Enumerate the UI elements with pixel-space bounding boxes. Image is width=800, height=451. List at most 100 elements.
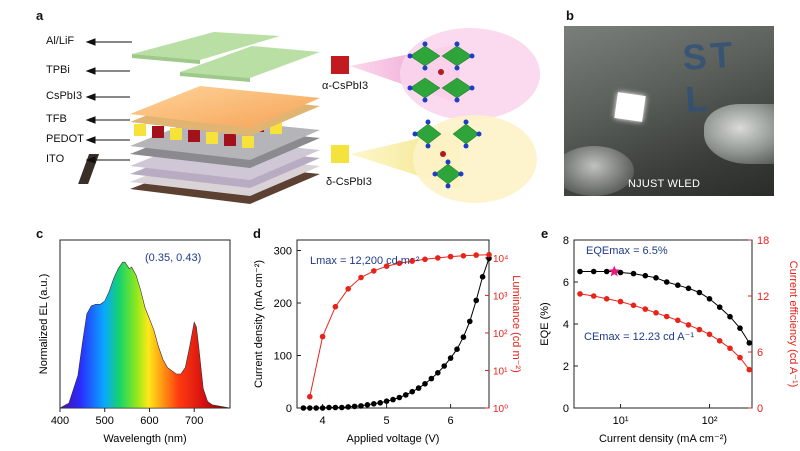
current-density-point xyxy=(428,375,435,382)
current-density-point xyxy=(415,385,422,391)
eqe-point xyxy=(642,272,649,279)
y2-axis-label: Current efficiency (cd A⁻¹) xyxy=(787,261,799,388)
ce-max-annotation: CEmax = 12.23 cd A⁻¹ xyxy=(584,331,694,343)
ce-point xyxy=(617,298,624,305)
current-density-line xyxy=(303,258,490,409)
eqe-point xyxy=(617,269,624,276)
foil-contact xyxy=(704,104,774,164)
plot-frame xyxy=(296,239,490,409)
ce-point xyxy=(653,310,659,316)
ce-point xyxy=(716,338,723,344)
eqe-point xyxy=(727,313,733,320)
device-stack-illustration xyxy=(78,28,540,204)
current-density-point xyxy=(313,405,319,411)
y2-tick-label: 6 xyxy=(757,347,763,359)
delta-crystal-structure xyxy=(412,119,482,189)
panel-d-letter: d xyxy=(253,226,261,241)
x-axis-label: Current density (mA cm⁻²) xyxy=(599,433,727,445)
ce-point xyxy=(663,313,670,320)
current-density-point xyxy=(422,381,428,387)
y-axis-label: Current density (mA cm⁻²) xyxy=(253,260,265,388)
luminance-point xyxy=(396,260,403,267)
eqe-max-annotation: EQEmax = 6.5% xyxy=(586,245,668,257)
current-density-point xyxy=(447,355,454,361)
ce-line xyxy=(579,293,750,371)
luminance-point xyxy=(422,256,428,263)
eqe-point xyxy=(653,275,659,281)
luminance-point xyxy=(332,303,339,310)
x-axis-label: Wavelength (nm) xyxy=(103,433,186,445)
layer-label-al-lif: Al/LiF xyxy=(46,35,75,47)
current-density-point xyxy=(377,400,383,406)
y2-tick-label: 10⁴ xyxy=(493,254,508,265)
current-density-point xyxy=(300,405,307,411)
layer-label-pedot: PEDOT xyxy=(46,133,84,145)
luminance-point xyxy=(473,252,479,258)
layer-label-ito: ITO xyxy=(46,153,65,165)
eqe-ce-chart: 10¹ 10² 0 2 4 6 8 0 6 12 18 EQEmax = 6.5% CEmax = … xyxy=(539,235,799,445)
eqe-point xyxy=(746,340,753,346)
eqe-point xyxy=(603,268,610,275)
foil-contact-left xyxy=(564,146,634,196)
luminance-point xyxy=(460,253,467,259)
y-axis-label: Normalized EL (a.u.) xyxy=(38,274,50,374)
layer-label-tfb: TFB xyxy=(46,113,67,125)
current-density-point xyxy=(479,274,486,280)
y2-tick-label: 10¹ xyxy=(493,366,508,377)
current-density-point xyxy=(332,404,339,411)
delta-cube xyxy=(331,145,349,163)
ce-point xyxy=(603,296,610,302)
current-density-point xyxy=(460,334,467,340)
current-density-point xyxy=(326,404,332,411)
ce-point xyxy=(642,306,649,312)
eqe-point xyxy=(706,296,713,302)
y-tick-label: 6 xyxy=(563,277,569,289)
x-tick-label: 5 xyxy=(384,415,390,427)
wled-photo: ST L NJUST WLED xyxy=(564,26,774,196)
alpha-crystal-structure xyxy=(407,41,475,103)
panel-a-letter: a xyxy=(36,8,44,23)
ce-point xyxy=(696,326,703,333)
y2-tick-label: 12 xyxy=(757,291,769,303)
x-tick-label: 4 xyxy=(320,415,326,427)
spectrum-area xyxy=(59,261,231,409)
eqe-point xyxy=(685,285,692,292)
current-density-point xyxy=(307,405,313,411)
delta-phase-label: δ-CsPbI3 xyxy=(326,176,372,188)
current-density-point xyxy=(364,402,371,408)
current-density-point xyxy=(441,363,447,369)
luminance-point xyxy=(307,393,313,400)
ce-point xyxy=(630,302,637,309)
ce-point xyxy=(746,366,753,373)
current-density-point xyxy=(454,346,460,352)
y-tick-label: 300 xyxy=(274,246,292,258)
current-density-point xyxy=(467,318,473,325)
y-tick-label: 2 xyxy=(563,361,569,373)
x-tick-label: 10² xyxy=(702,415,718,427)
current-density-point xyxy=(339,404,345,411)
y-axis-label: EQE (%) xyxy=(539,302,551,345)
luminance-line xyxy=(309,254,490,397)
current-density-point xyxy=(396,394,403,401)
x-tick-label: 600 xyxy=(140,415,158,427)
photo-caption: NJUST WLED xyxy=(628,178,701,190)
al-lif-electrodes xyxy=(132,32,320,78)
panel-e-letter: e xyxy=(541,226,549,241)
layer-label-tpbi: TPBi xyxy=(46,64,70,76)
x-tick-label: 400 xyxy=(51,415,69,427)
eqe-point xyxy=(737,325,743,331)
luminance-point xyxy=(345,286,351,292)
lmax-annotation: Lmax = 12,200 cd m⁻² xyxy=(310,255,420,267)
panel-b-letter: b xyxy=(566,8,574,23)
y2-axis-label: Luminance (cd m⁻²) xyxy=(510,275,522,373)
alpha-phase-label: α-CsPbI3 xyxy=(322,80,369,92)
x-axis-label: Applied voltage (V) xyxy=(347,433,440,445)
x-tick-label: 700 xyxy=(185,415,203,427)
current-density-point xyxy=(351,403,358,410)
y2-tick-label: 10² xyxy=(493,329,508,340)
y-tick-label: 100 xyxy=(274,351,292,363)
y-tick-label: 8 xyxy=(563,235,569,247)
jvl-chart: 4 5 6 0 100 200 300 10⁰ 10¹ 10² 10³ 10⁴ Lmax = 12,2… xyxy=(253,239,522,445)
x-tick-label: 500 xyxy=(96,415,114,427)
eqe-point xyxy=(630,270,637,277)
